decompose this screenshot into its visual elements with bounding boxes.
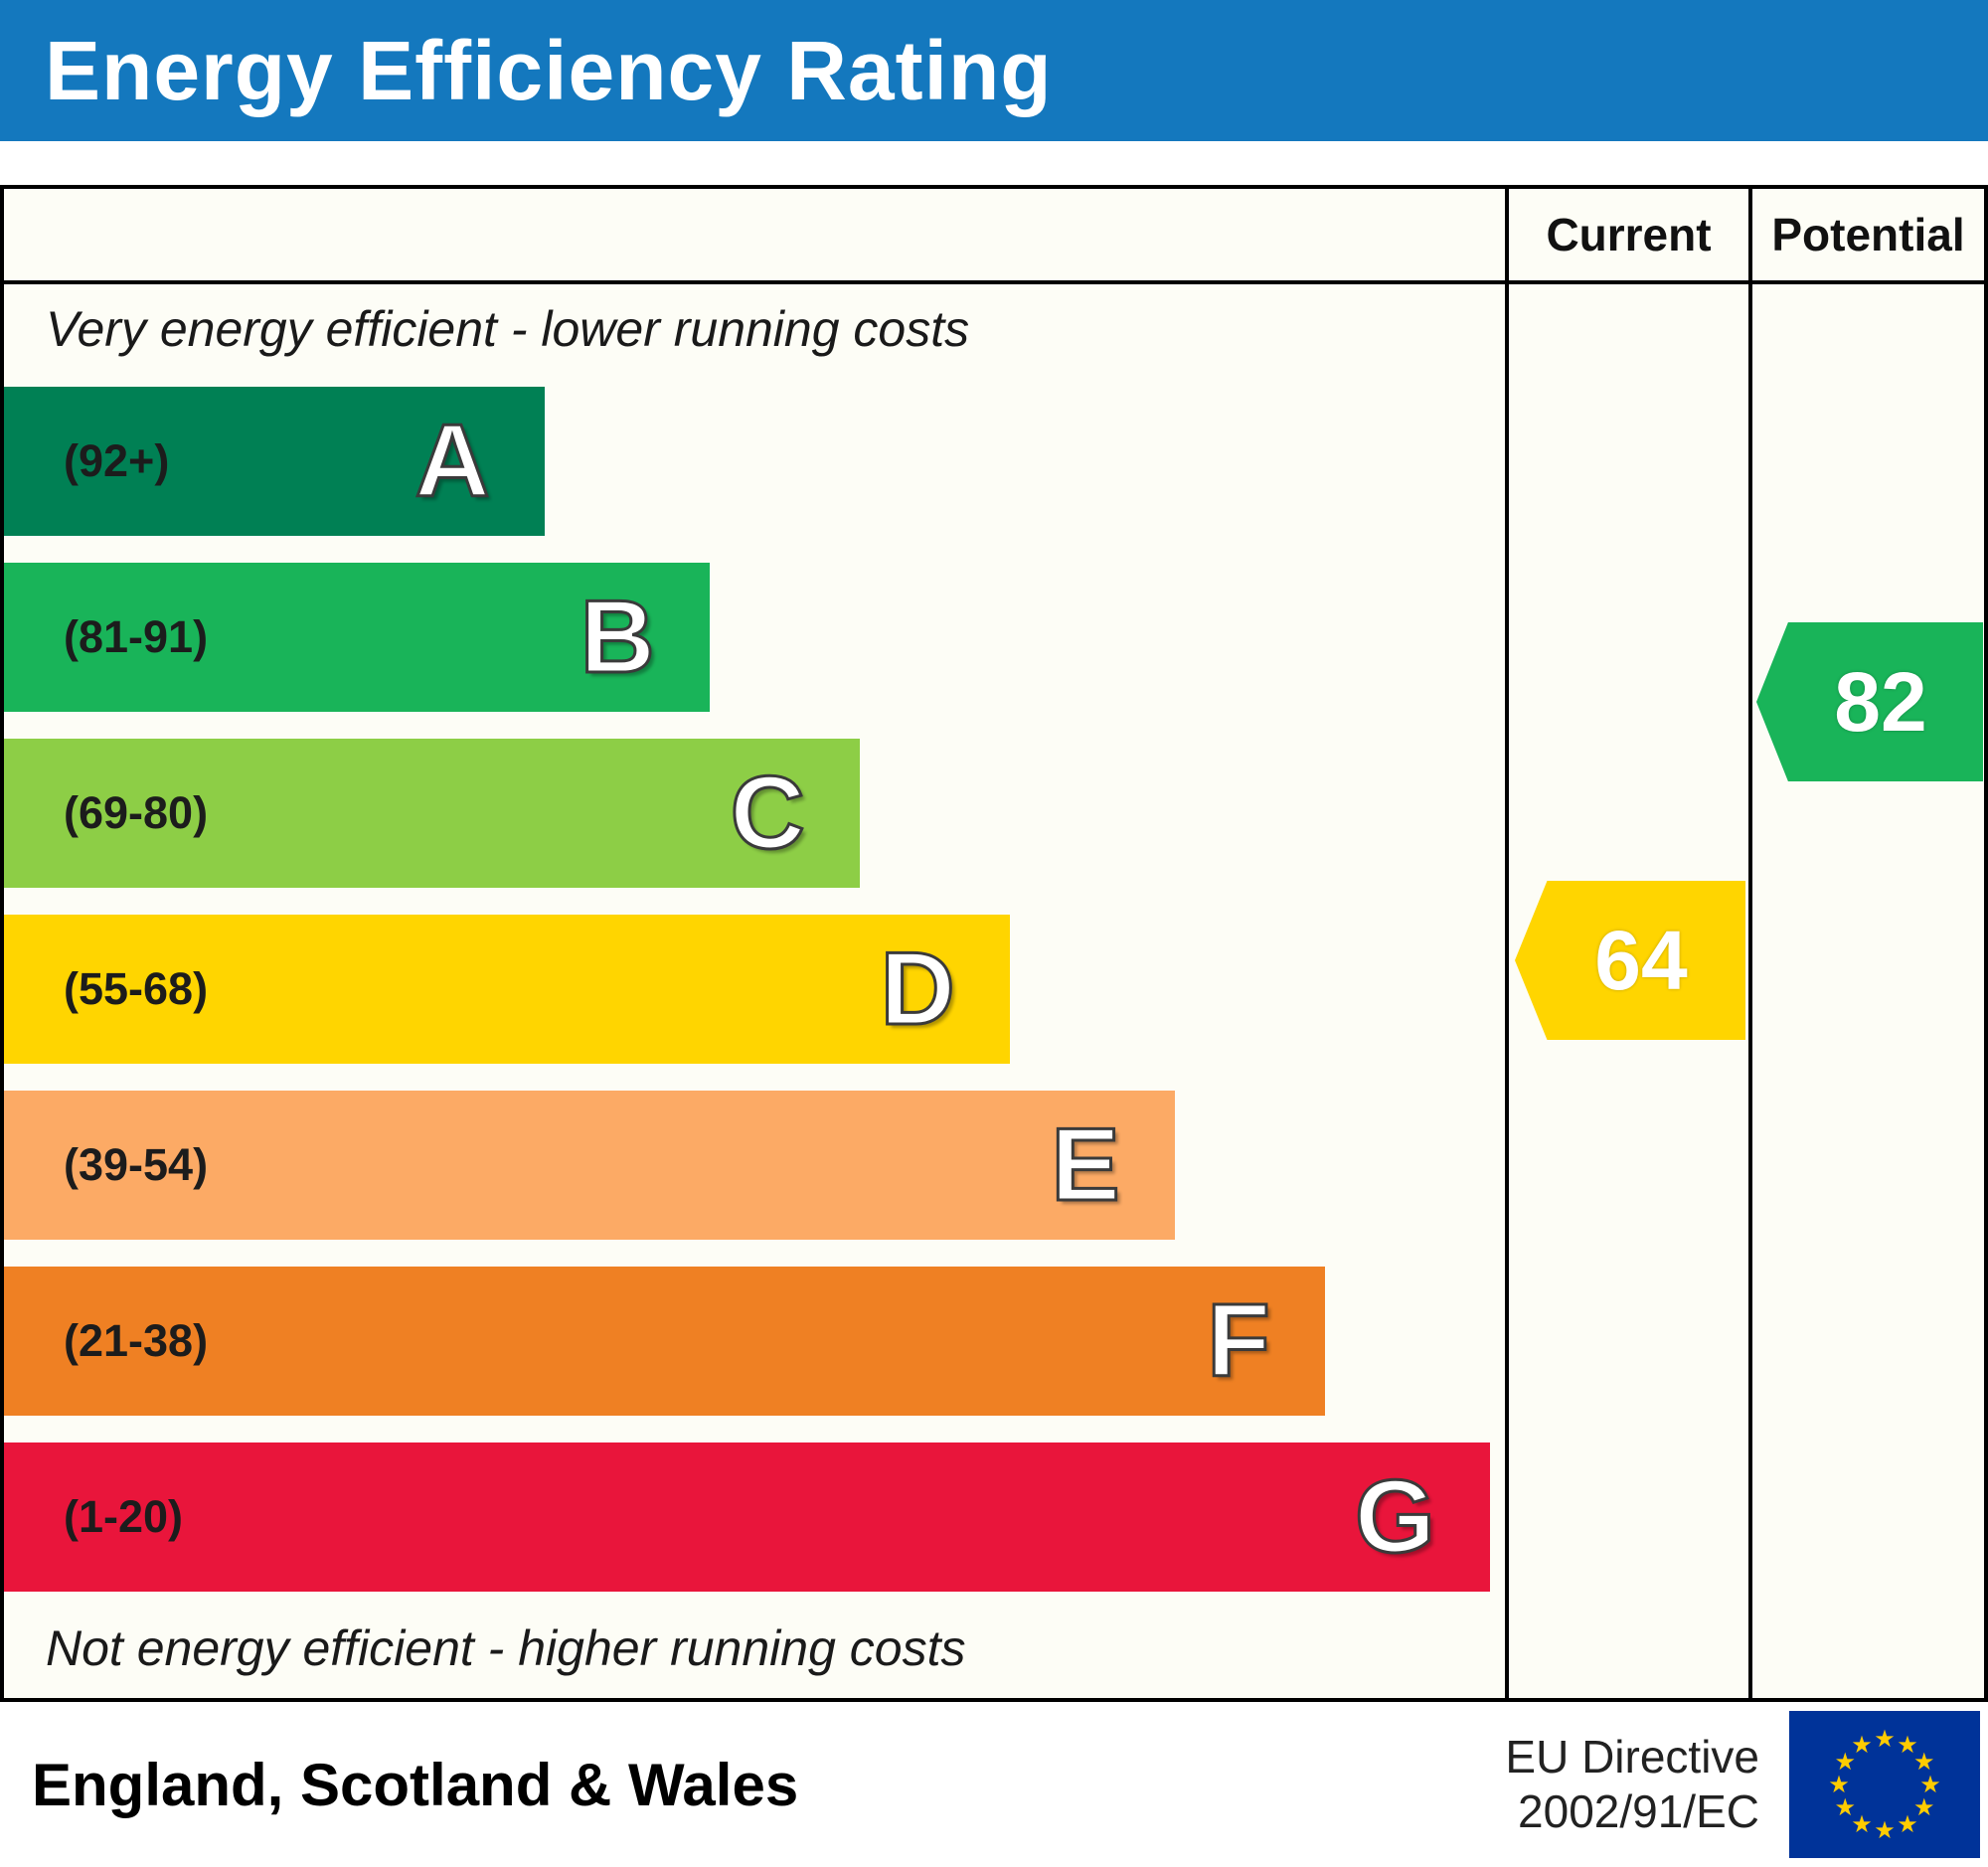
title-gap: [0, 141, 1988, 185]
potential-column: 82: [1748, 284, 1984, 1698]
svg-text:★: ★: [1919, 1772, 1941, 1798]
footer-region-label: England, Scotland & Wales: [32, 1751, 799, 1818]
svg-text:★: ★: [1913, 1749, 1935, 1776]
potential-column-header: Potential: [1748, 189, 1984, 280]
band-range-label: (69-80): [64, 787, 209, 839]
epc-chart: Current Potential Very energy efficient …: [0, 185, 1988, 1702]
svg-text:★: ★: [1834, 1749, 1856, 1776]
eu-flag-icon: ★ ★★★★★★★★★★★: [1789, 1711, 1980, 1858]
band-row-a: (92+) A: [4, 374, 1505, 550]
current-column-header: Current: [1505, 189, 1748, 280]
potential-arrow: 82: [1756, 622, 1983, 781]
potential-rating-value: 82: [1834, 654, 1927, 749]
svg-text:★: ★: [1851, 1732, 1873, 1759]
header-spacer: [4, 189, 1505, 280]
eu-directive-label: EU Directive 2002/91/EC: [1505, 1730, 1759, 1839]
footer: England, Scotland & Wales EU Directive 2…: [0, 1702, 1988, 1867]
band-bar-g: (1-20) G: [4, 1442, 1490, 1592]
bands-area: Very energy efficient - lower running co…: [4, 284, 1505, 1698]
band-row-c: (69-80) C: [4, 726, 1505, 902]
band-row-e: (39-54) E: [4, 1077, 1505, 1253]
band-bar-b: (81-91) B: [4, 563, 710, 713]
current-column: 64: [1505, 284, 1748, 1698]
band-letter: C: [729, 756, 806, 872]
band-bar-a: (92+) A: [4, 387, 545, 537]
band-letter: A: [414, 404, 491, 520]
band-row-g: (1-20) G: [4, 1429, 1505, 1605]
title-bar: Energy Efficiency Rating: [0, 0, 1988, 141]
bottom-note: Not energy efficient - higher running co…: [46, 1620, 966, 1677]
band-range-label: (81-91): [64, 611, 209, 663]
band-bar-c: (69-80) C: [4, 739, 860, 889]
svg-text:★: ★: [1874, 1817, 1896, 1844]
band-letter: B: [579, 580, 656, 696]
band-row-b: (81-91) B: [4, 550, 1505, 726]
band-letter: D: [879, 932, 956, 1047]
band-bar-f: (21-38) F: [4, 1266, 1325, 1416]
band-range-label: (39-54): [64, 1138, 209, 1190]
page-title: Energy Efficiency Rating: [45, 23, 1053, 117]
svg-text:★: ★: [1913, 1794, 1935, 1821]
eu-directive-line1: EU Directive: [1505, 1730, 1759, 1782]
svg-text:★: ★: [1897, 1732, 1918, 1759]
band-letter: F: [1206, 1282, 1272, 1399]
band-row-d: (55-68) D: [4, 902, 1505, 1078]
eu-directive-line2: 2002/91/EC: [1518, 1785, 1759, 1837]
top-note: Very energy efficient - lower running co…: [46, 301, 970, 357]
eu-flag-stars: ★ ★★★★★★★★★★★: [1828, 1726, 1941, 1844]
band-letter: G: [1353, 1458, 1436, 1575]
band-range-label: (21-38): [64, 1314, 209, 1366]
svg-text:★: ★: [1874, 1726, 1896, 1753]
band-row-f: (21-38) F: [4, 1253, 1505, 1429]
band-range-label: (1-20): [64, 1490, 184, 1542]
current-arrow: 64: [1515, 881, 1745, 1040]
band-range-label: (55-68): [64, 963, 209, 1014]
svg-text:★: ★: [1851, 1811, 1873, 1838]
band-letter: E: [1050, 1106, 1121, 1223]
svg-text:★: ★: [1834, 1794, 1856, 1821]
band-bar-d: (55-68) D: [4, 915, 1010, 1064]
chart-body: Very energy efficient - lower running co…: [4, 284, 1984, 1698]
column-header-row: Current Potential: [4, 189, 1984, 284]
band-bar-e: (39-54) E: [4, 1090, 1175, 1240]
svg-text:★: ★: [1897, 1811, 1918, 1838]
eu-flag-background: [1789, 1711, 1980, 1858]
band-range-label: (92+): [64, 435, 170, 487]
svg-text:★: ★: [1828, 1772, 1850, 1798]
current-rating-value: 64: [1594, 913, 1688, 1007]
